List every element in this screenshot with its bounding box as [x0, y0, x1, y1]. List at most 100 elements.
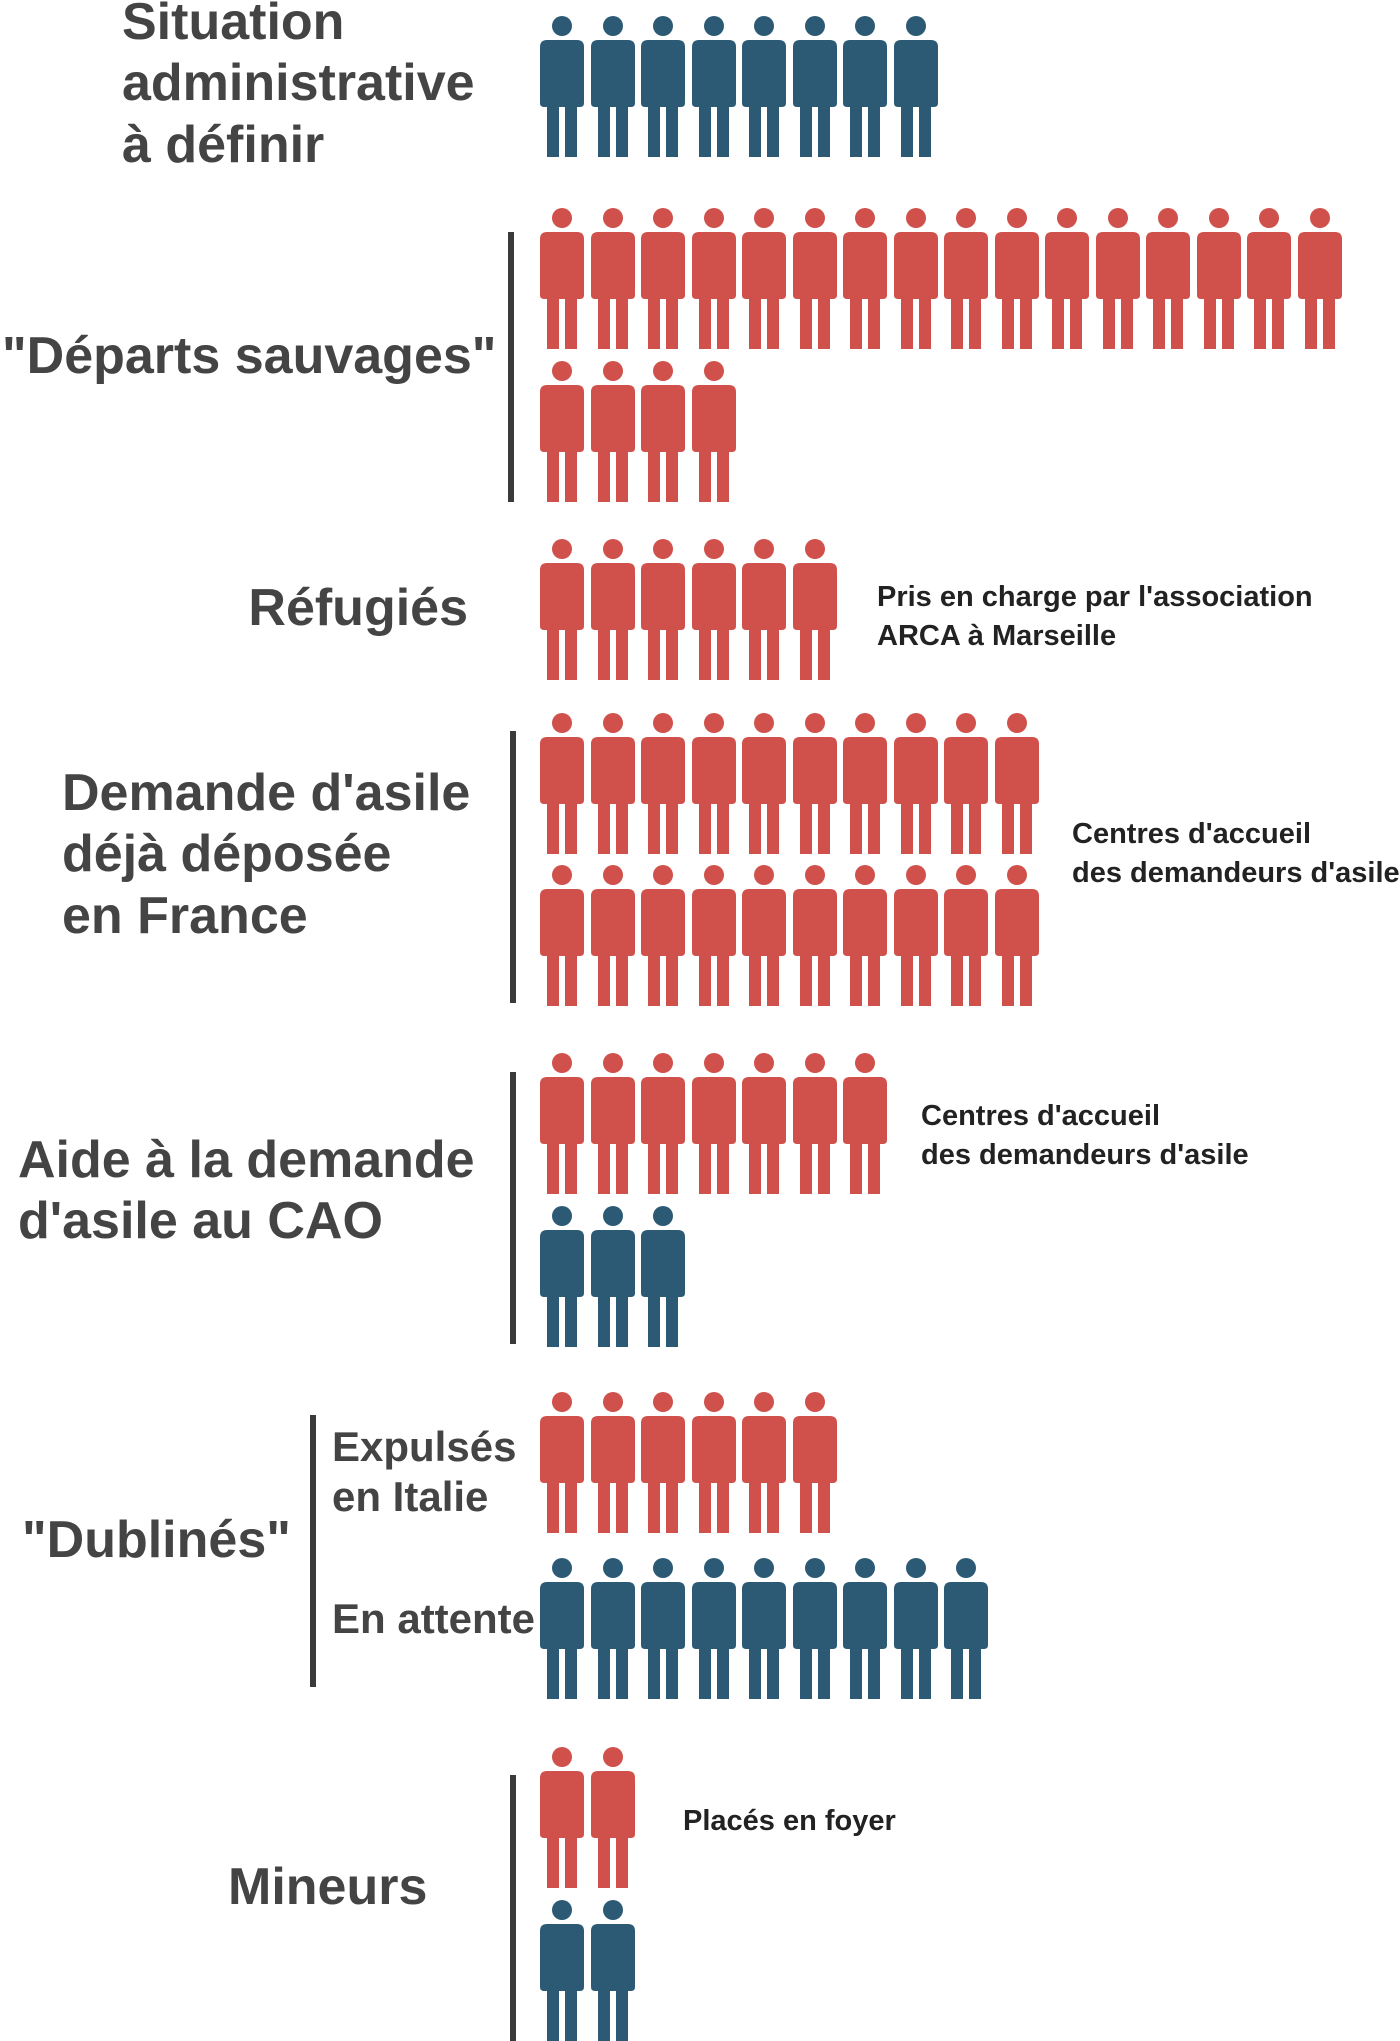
note-line: des demandeurs d'asile: [921, 1138, 1249, 1171]
person-icon: [540, 865, 584, 1006]
person-icon: [590, 1900, 635, 2041]
row-aide-red: [540, 1053, 894, 1194]
person-icon: [944, 713, 988, 854]
person-icon: [540, 1392, 584, 1533]
person-icon: [843, 713, 887, 854]
person-icon: [691, 1392, 736, 1533]
person-icon: [641, 1206, 685, 1347]
person-icon: [540, 1900, 584, 2041]
person-icon: [540, 1206, 584, 1347]
row-mineurs-red: [540, 1747, 641, 1888]
person-icon: [691, 713, 736, 854]
note-demande: Centres d'accueil des demandeurs d'asile: [1072, 815, 1400, 892]
person-icon: [893, 16, 938, 157]
person-icon: [742, 713, 786, 854]
person-icon: [540, 713, 584, 854]
label-line: en Italie: [332, 1472, 489, 1520]
person-icon: [641, 16, 685, 157]
person-icon: [641, 1558, 685, 1699]
label-line: Demande d'asile: [62, 764, 471, 822]
bracket-bar: [310, 1415, 316, 1687]
row-mineurs-blue: [540, 1900, 641, 2041]
person-icon: [893, 208, 938, 349]
row-situation-blue: [540, 16, 944, 157]
person-icon: [691, 16, 736, 157]
person-icon: [641, 539, 685, 680]
person-icon: [742, 1392, 786, 1533]
note-line: Pris en charge par l'association: [877, 581, 1313, 613]
person-icon: [742, 865, 786, 1006]
row-refugies: [540, 539, 843, 680]
person-icon: [1297, 208, 1342, 349]
person-icon: [792, 713, 837, 854]
label-aide-demande: Aide à la demande d'asile au CAO: [18, 1130, 475, 1253]
person-icon: [641, 865, 685, 1006]
label-refugies: Réfugiés: [248, 579, 468, 637]
person-icon: [893, 1558, 938, 1699]
person-icon: [792, 16, 837, 157]
person-icon: [590, 1558, 635, 1699]
person-icon: [590, 1206, 635, 1347]
person-icon: [540, 539, 584, 680]
row-aide-blue: [540, 1206, 692, 1347]
person-icon: [843, 865, 887, 1006]
person-icon: [944, 865, 988, 1006]
note-line: ARCA à Marseille: [877, 619, 1117, 652]
person-icon: [641, 208, 685, 349]
person-icon: [792, 1558, 837, 1699]
bracket-bar: [508, 232, 514, 502]
bracket-bar: [510, 1072, 516, 1344]
person-icon: [893, 865, 938, 1006]
person-icon: [641, 713, 685, 854]
person-icon: [540, 16, 584, 157]
person-icon: [1247, 208, 1291, 349]
row-en-attente: [540, 1558, 995, 1699]
label-line: d'asile au CAO: [18, 1192, 383, 1251]
person-icon: [641, 1392, 685, 1533]
label-line: administrative: [122, 54, 475, 113]
row-demande-2: [540, 865, 1045, 1006]
note-line: Centres d'accueil: [1072, 818, 1311, 850]
label-expulses: Expulsés en Italie: [332, 1422, 516, 1521]
person-icon: [540, 361, 584, 502]
note-line: des demandeurs d'asile: [1072, 856, 1400, 889]
label-line: déjà déposée: [62, 825, 392, 884]
person-icon: [792, 1392, 837, 1533]
note-line: Centres d'accueil: [921, 1100, 1160, 1132]
label-en-attente: En attente: [332, 1595, 536, 1642]
person-icon: [994, 865, 1039, 1006]
person-icon: [1196, 208, 1241, 349]
person-icon: [944, 1558, 988, 1699]
person-icon: [843, 16, 887, 157]
label-line: à définir: [122, 115, 325, 174]
person-icon: [540, 1053, 584, 1194]
person-icon: [590, 1053, 635, 1194]
person-icon: [994, 713, 1039, 854]
person-icon: [792, 208, 837, 349]
person-icon: [843, 1053, 887, 1194]
person-icon: [540, 208, 584, 349]
note-aide: Centres d'accueil des demandeurs d'asile: [921, 1097, 1249, 1174]
person-icon: [590, 713, 635, 854]
person-icon: [792, 539, 837, 680]
person-icon: [944, 208, 988, 349]
label-line: en France: [62, 886, 308, 945]
label-line: Expulsés: [332, 1423, 517, 1470]
row-demande-1: [540, 713, 1045, 854]
person-icon: [691, 1558, 736, 1699]
person-icon: [590, 1747, 635, 1888]
person-icon: [691, 208, 736, 349]
person-icon: [792, 865, 837, 1006]
person-icon: [1095, 208, 1140, 349]
person-icon: [742, 16, 786, 157]
label-demande-asile: Demande d'asile déjà déposée en France: [62, 763, 470, 947]
person-icon: [691, 1053, 736, 1194]
row-departs-2: [540, 361, 742, 502]
person-icon: [691, 361, 736, 502]
bracket-bar: [510, 1775, 516, 2041]
person-icon: [691, 865, 736, 1006]
person-icon: [1146, 208, 1190, 349]
label-line: Aide à la demande: [18, 1131, 475, 1189]
label-mineurs: Mineurs: [228, 1858, 428, 1916]
person-icon: [590, 539, 635, 680]
